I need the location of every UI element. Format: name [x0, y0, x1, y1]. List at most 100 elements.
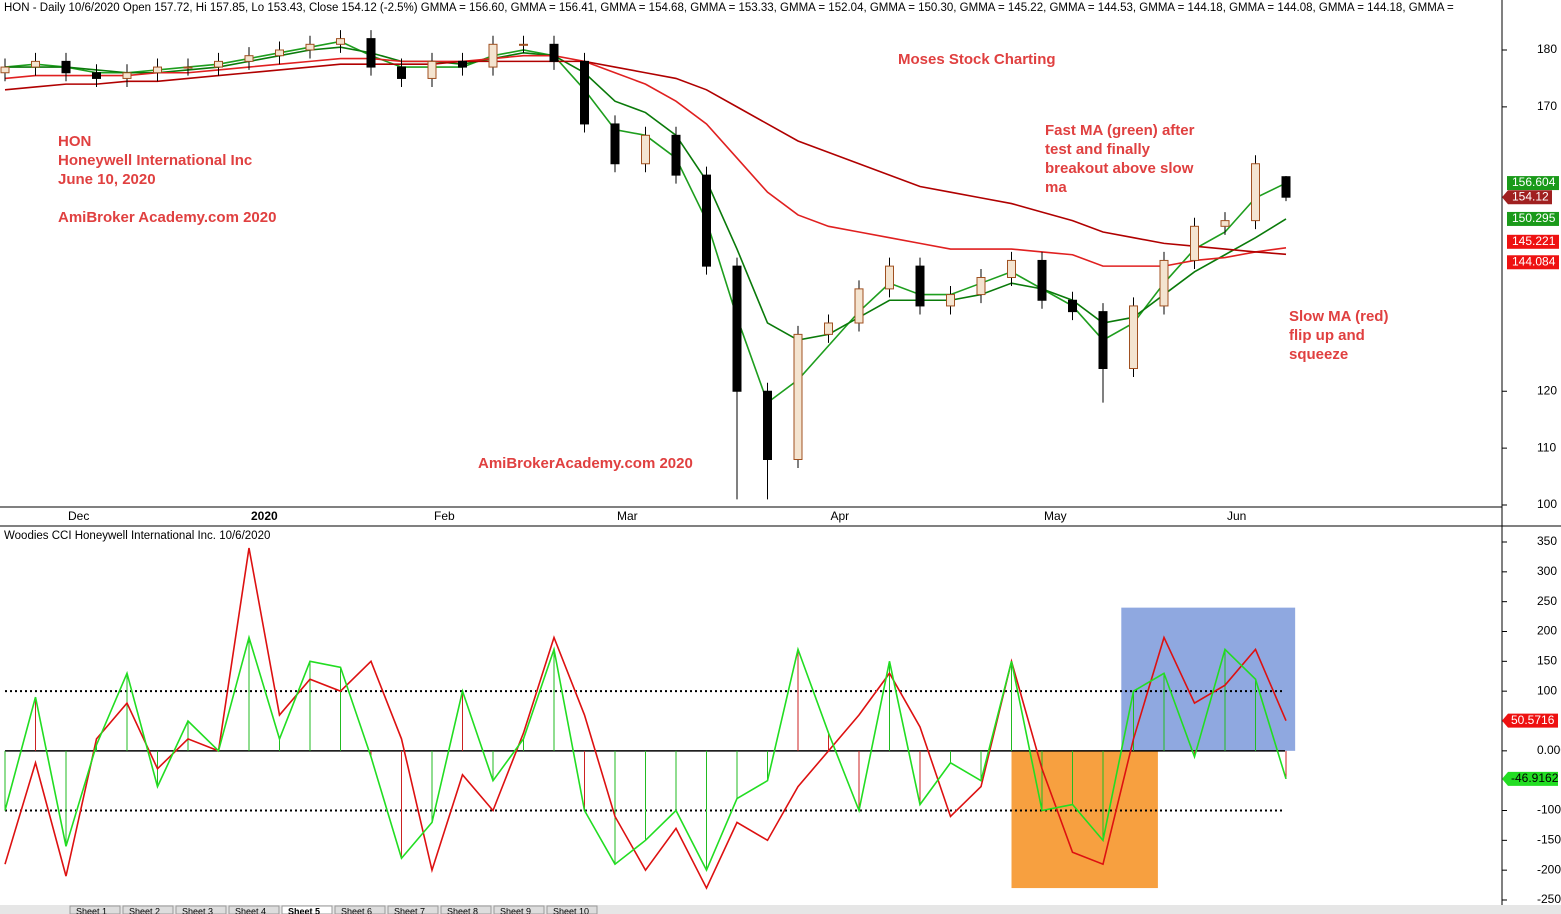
sheet-tab[interactable]: [122, 905, 174, 914]
sheet-tab[interactable]: [440, 905, 492, 914]
y-tick-label: -200: [1537, 862, 1561, 876]
candle-body: [1098, 311, 1108, 369]
sheet-tab-label[interactable]: Sheet 3: [182, 906, 213, 914]
tab-bar: [0, 905, 1561, 914]
candle-body: [976, 277, 986, 296]
sheet-tab[interactable]: [175, 905, 227, 914]
last-value-label: 145.221: [1512, 234, 1556, 248]
candle-body: [92, 72, 101, 79]
sheet-tab-label[interactable]: Sheet 9: [500, 906, 531, 914]
y-tick-label: 180: [1537, 42, 1557, 56]
y-tick-label: 250: [1537, 594, 1557, 608]
sheet-tab[interactable]: [493, 905, 545, 914]
last-value-box: [1507, 176, 1559, 191]
annotation: test and finally: [1045, 141, 1151, 158]
last-value-box: [1507, 234, 1559, 249]
candle-body: [763, 390, 772, 460]
candle-body: [1159, 259, 1169, 307]
candle-body: [1007, 259, 1016, 278]
candle-body: [366, 38, 376, 68]
last-value-label: 150.295: [1512, 211, 1556, 225]
candle-body: [946, 294, 955, 307]
annotation: Moses Stock Charting: [898, 51, 1056, 68]
series-line: [4, 634, 1287, 873]
last-value-box: [1502, 713, 1558, 728]
candle-body: [610, 123, 620, 165]
sheet-tab-label[interactable]: Sheet 5: [288, 906, 320, 914]
last-value-label: 144.084: [1512, 254, 1556, 268]
candle-body: [641, 134, 650, 165]
sheet-tab-label[interactable]: Sheet 7: [394, 906, 425, 914]
annotation: June 10, 2020: [58, 171, 156, 188]
last-value-box: [1502, 771, 1558, 786]
y-tick-label: -100: [1537, 803, 1561, 817]
candle-body: [702, 174, 711, 267]
sheet-tab[interactable]: [228, 905, 280, 914]
sheet-tab-label[interactable]: Sheet 10: [553, 906, 589, 914]
sheet-tab-label[interactable]: Sheet 6: [341, 906, 372, 914]
candle-body: [1037, 259, 1047, 301]
annotation: squeeze: [1289, 346, 1348, 363]
sheet-tab[interactable]: [546, 905, 598, 914]
sheet-tab[interactable]: [387, 905, 439, 914]
y-tick-label: -150: [1537, 833, 1561, 847]
candle-body: [1129, 305, 1138, 369]
candle-body: [31, 60, 40, 68]
y-tick-label: 100: [1537, 683, 1557, 697]
candle-body: [336, 38, 345, 45]
sheet-tab[interactable]: [281, 905, 333, 914]
candle-body: [1281, 176, 1291, 198]
candle-body: [854, 288, 864, 324]
y-tick-label: 120: [1537, 383, 1557, 397]
annotation: Honeywell International Inc: [58, 152, 252, 169]
candle-body: [61, 60, 71, 74]
candle-body: [671, 134, 681, 176]
candle-body: [519, 43, 528, 46]
candle-body: [244, 55, 254, 62]
candle-body: [214, 60, 223, 68]
candle-body: [549, 43, 559, 62]
y-tick-label: 110: [1537, 440, 1556, 454]
y-tick-label: 150: [1537, 654, 1557, 668]
last-value-box: [1507, 255, 1559, 270]
candle-body: [732, 265, 742, 392]
x-tick-label: Apr: [831, 509, 850, 523]
x-tick-label: Mar: [617, 509, 638, 523]
last-value-box: [1507, 211, 1559, 226]
candle-body: [915, 265, 925, 307]
y-tick-label: 300: [1537, 564, 1557, 578]
cci-title: Woodies CCI Honeywell International Inc.…: [4, 530, 270, 542]
y-tick-label: 170: [1537, 99, 1557, 113]
candle-body: [1068, 299, 1077, 313]
sheet-tab[interactable]: [69, 905, 121, 914]
last-value-label: 156.604: [1512, 175, 1556, 189]
y-tick-label: 200: [1537, 624, 1557, 638]
annotation: AmiBrokerAcademy.com 2020: [478, 455, 693, 472]
y-tick-label: 100: [1537, 497, 1557, 511]
annotation: breakout above slow: [1045, 160, 1194, 177]
sheet-tab-label[interactable]: Sheet 1: [76, 906, 107, 914]
annotation: AmiBroker Academy.com 2020: [58, 209, 276, 226]
close-marker: [1502, 190, 1552, 205]
close-label: 154.12: [1512, 189, 1549, 203]
highlight-box: [1121, 607, 1296, 751]
y-tick-label: -250: [1537, 892, 1561, 906]
x-tick-label: Jun: [1227, 509, 1246, 523]
annotation: Slow MA (red): [1289, 308, 1388, 325]
sheet-tab-label[interactable]: Sheet 8: [447, 906, 478, 914]
candle-body: [153, 66, 162, 74]
x-tick-label: 2020: [251, 509, 278, 523]
sheet-tab-label[interactable]: Sheet 2: [129, 906, 160, 914]
x-tick-label: May: [1044, 509, 1067, 523]
candle-body: [305, 43, 315, 51]
annotation: ma: [1045, 179, 1067, 196]
sheet-tab-label[interactable]: Sheet 4: [235, 906, 266, 914]
sheet-tab[interactable]: [334, 905, 386, 914]
candle-body: [275, 49, 284, 57]
price-title: HON - Daily 10/6/2020 Open 157.72, Hi 15…: [4, 2, 1454, 14]
last-value-label: 50.5716: [1511, 713, 1555, 727]
annotation: flip up and: [1289, 327, 1365, 344]
y-tick-label: 0.00000: [1537, 743, 1561, 757]
